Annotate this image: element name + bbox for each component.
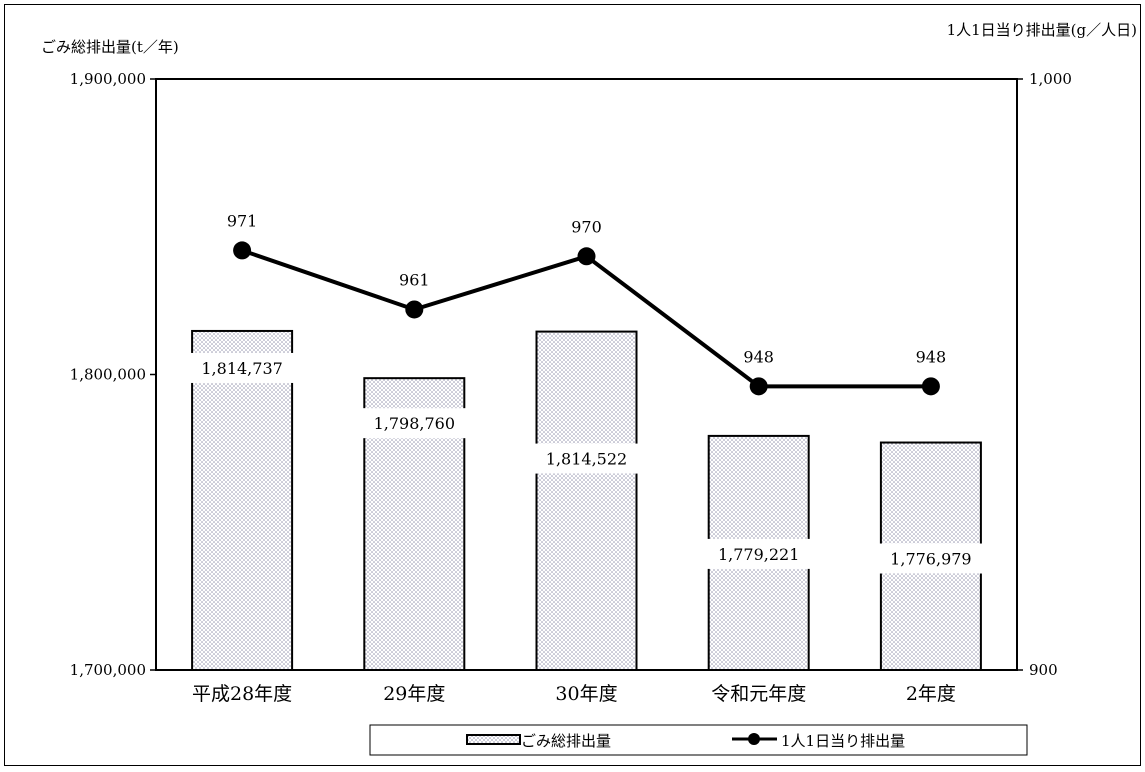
line-value-label: 961 xyxy=(399,270,430,289)
bar xyxy=(191,329,294,671)
line-value-label: 971 xyxy=(227,211,258,230)
legend-line-marker xyxy=(748,733,760,745)
right-tick-label: 1,000 xyxy=(1029,70,1072,88)
bar-value-label: 1,776,979 xyxy=(890,550,971,569)
category-label: 2年度 xyxy=(906,683,956,705)
left-tick-label: 1,900,000 xyxy=(70,70,146,88)
line-value-label: 948 xyxy=(743,347,774,366)
line-point xyxy=(405,300,424,319)
right-tick-label: 900 xyxy=(1029,661,1058,679)
bar-value-label-bg xyxy=(706,538,811,569)
bar-value-label: 1,798,760 xyxy=(374,414,455,433)
legend-line-label: 1人1日当り排出量 xyxy=(781,732,905,750)
bar-value-label: 1,814,737 xyxy=(201,359,282,378)
bar-value-label-bg xyxy=(190,352,295,383)
legend: ごみ総排出量 1人1日当り排出量 xyxy=(369,724,1028,756)
category-label: 29年度 xyxy=(383,683,445,705)
left-axis-title: ごみ総排出量(t／年) xyxy=(41,38,179,56)
bar-value-label-bg xyxy=(878,543,983,574)
tick-labels: 1,700,000 1,800,000 1,900,000 900 1,000 xyxy=(70,70,1072,679)
right-axis-title: 1人1日当り排出量(g／人日) xyxy=(947,21,1137,39)
category-label: 平成28年度 xyxy=(192,683,292,705)
bar-series xyxy=(191,329,982,672)
bar-value-label: 1,779,221 xyxy=(718,545,799,564)
category-labels: 平成28年度 29年度 30年度 令和元年度 2年度 xyxy=(192,683,956,705)
line-series xyxy=(233,241,940,396)
line-point xyxy=(749,377,768,396)
category-label: 令和元年度 xyxy=(711,683,806,705)
line-value-label: 948 xyxy=(916,347,947,366)
chart: ごみ総排出量(t／年) 1人1日当り排出量(g／人日) 1,814,7371,7… xyxy=(41,21,1137,756)
legend-bar-swatch xyxy=(466,734,521,745)
line-point xyxy=(233,241,252,260)
data-labels: 1,814,737 1,798,760 1,814,522 1,779,221 1,77… xyxy=(190,211,983,574)
bar-value-label: 1,814,522 xyxy=(546,450,627,469)
left-tick-label: 1,700,000 xyxy=(70,661,146,679)
line-point xyxy=(921,377,940,396)
line-value-label: 970 xyxy=(571,217,602,236)
bar-value-label-bg xyxy=(534,443,639,474)
bar xyxy=(535,330,638,671)
legend-bar-label: ごみ総排出量 xyxy=(521,732,611,750)
axes xyxy=(150,78,1023,671)
chart-frame: ごみ総排出量(t／年) 1人1日当り排出量(g／人日) 1,814,737 1,7… xyxy=(4,4,1141,766)
left-tick-label: 1,800,000 xyxy=(70,366,146,384)
line-point xyxy=(577,247,596,266)
category-label: 30年度 xyxy=(555,683,617,705)
bar-value-label-bg xyxy=(362,408,467,439)
